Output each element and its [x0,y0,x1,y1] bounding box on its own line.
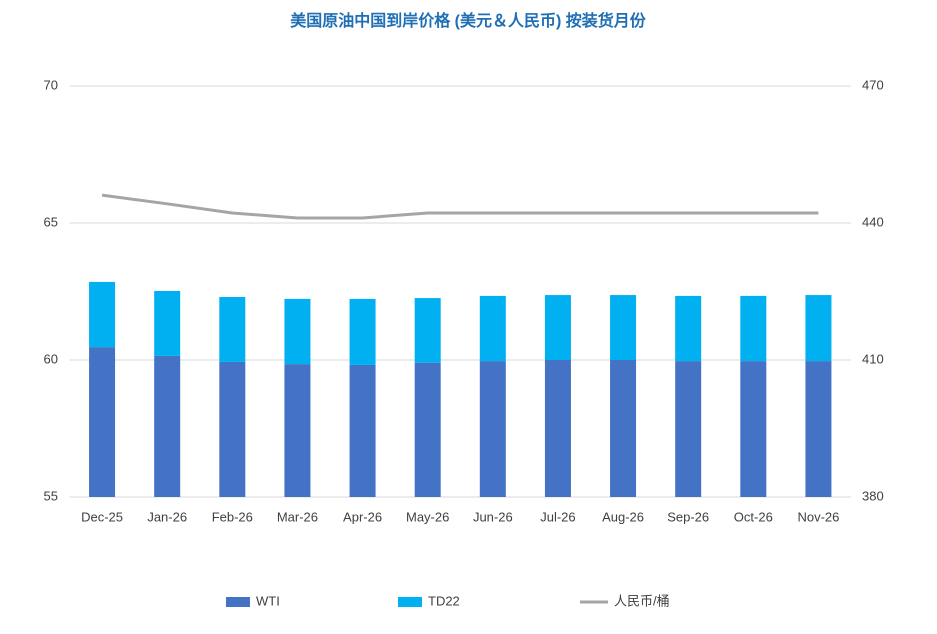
x-tick-label: Aug-26 [602,509,644,524]
line [101,193,819,220]
bar [414,362,441,497]
y-tick-label: 55 [44,488,58,503]
legend-label: WTI [256,593,280,608]
x-tick-label: Oct-26 [734,509,773,524]
x-tick-label: Dec-25 [81,509,123,524]
bar [479,361,506,497]
bar [349,364,376,497]
x-tick-label: Feb-26 [212,509,253,524]
y-tick-label: 60 [44,351,58,366]
chart-title: 美国原油中国到岸价格 (美元＆人民币) 按装货月份 [290,11,647,30]
y2-tick-label: 410 [862,351,884,366]
bar [219,296,246,362]
bar [610,360,637,497]
bar [89,347,116,497]
bar [284,298,311,365]
y2-tick-label: 380 [862,488,884,503]
x-tick-label: Nov-26 [797,509,839,524]
x-tick-label: Jul-26 [540,509,575,524]
bar [89,281,116,348]
bar [740,295,767,362]
x-tick-label: Mar-26 [277,509,318,524]
y2-tick-label: 440 [862,214,884,229]
bar [154,290,181,356]
x-tick-label: May-26 [406,509,449,524]
legend-swatch [398,597,422,607]
bar [544,360,571,497]
y2-tick-label: 470 [862,77,884,92]
bar [675,361,702,497]
bar [740,361,767,497]
bar [154,355,181,497]
legend-label: 人民币/桶 [614,593,670,608]
y-tick-label: 70 [44,77,58,92]
x-tick-label: Jun-26 [473,509,513,524]
bar [349,298,376,365]
x-tick-label: Jan-26 [147,509,187,524]
bar [675,295,702,362]
bar [414,298,441,363]
bar [805,295,832,362]
bar [479,295,506,362]
legend-label: TD22 [428,593,460,608]
x-tick-label: Sep-26 [667,509,709,524]
bar [544,295,571,360]
bar [610,295,637,360]
x-tick-label: Apr-26 [343,509,382,524]
bar [805,361,832,497]
y-tick-label: 65 [44,214,58,229]
bar [284,364,311,497]
legend-swatch [226,597,250,607]
bar [219,361,246,497]
